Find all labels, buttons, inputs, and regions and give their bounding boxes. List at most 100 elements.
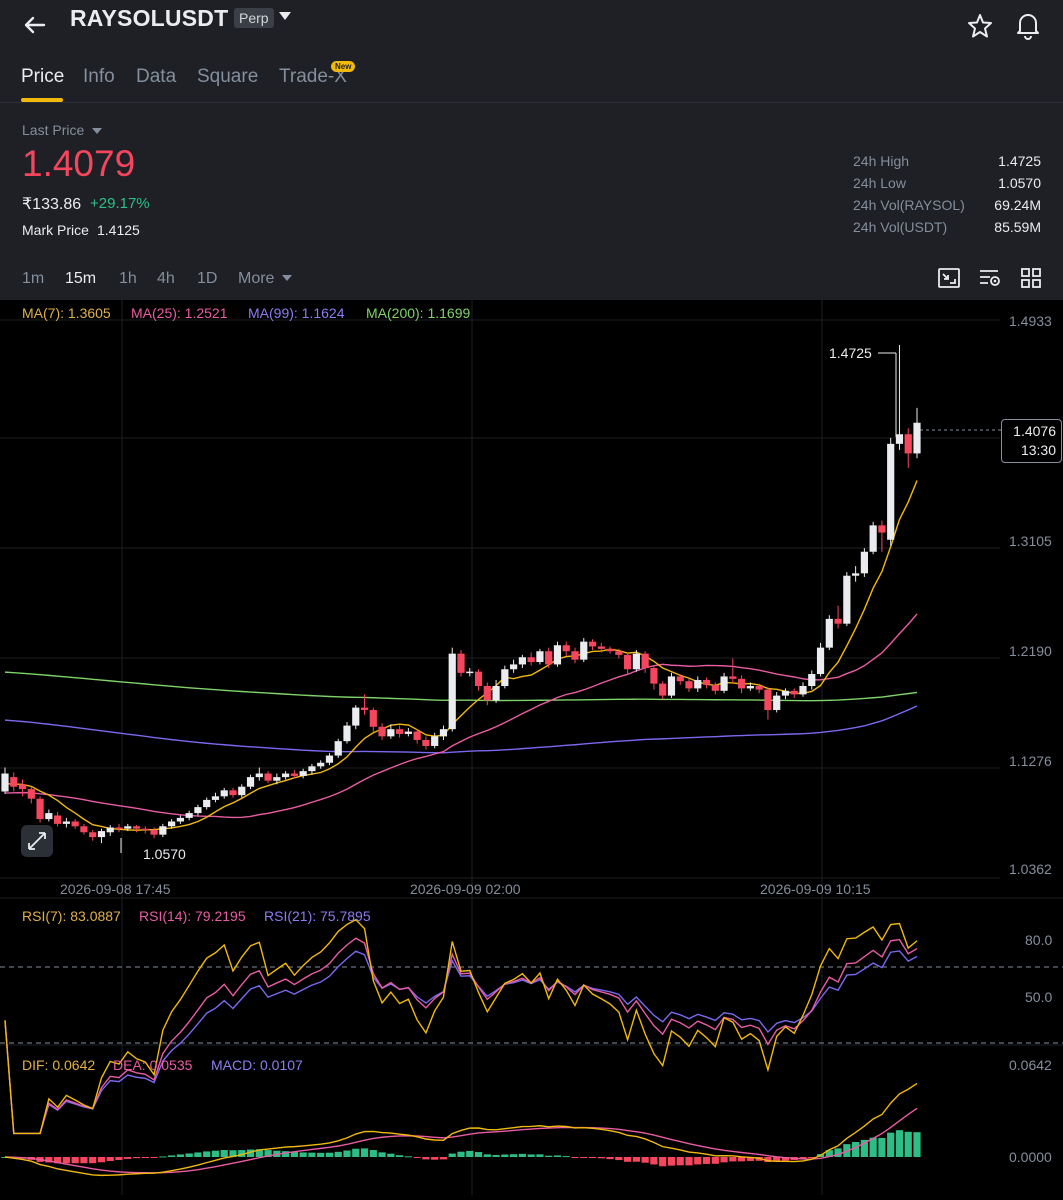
- tab-trade-x[interactable]: Trade-X: [279, 66, 347, 87]
- candle-body: [62, 821, 70, 824]
- macd-bar: [246, 1149, 255, 1157]
- macd-bar: [527, 1154, 535, 1157]
- stat-24h-vol-base-label: 24h Vol(RAYSOL): [853, 197, 965, 213]
- macd-legend: MACD: 0.0107: [211, 1057, 303, 1073]
- dea-legend: DEA: 0.0535: [113, 1057, 193, 1073]
- macd-bar: [194, 1152, 202, 1157]
- candle-body: [185, 813, 193, 818]
- candle-body: [211, 796, 220, 800]
- expand-chart-button[interactable]: [21, 825, 53, 857]
- candle-body: [194, 807, 202, 814]
- candle-body: [483, 686, 491, 701]
- favorite-star-icon[interactable]: [966, 12, 994, 40]
- macd-bar: [852, 1141, 860, 1157]
- candle-body: [203, 799, 211, 808]
- macd-bar: [150, 1157, 158, 1158]
- candle-body: [150, 829, 158, 835]
- stat-24h-high-value: 1.4725: [998, 153, 1041, 169]
- tab-data[interactable]: Data: [136, 66, 177, 87]
- candle-body: [580, 641, 588, 660]
- current-price-box: 1.4076 13:30: [1001, 419, 1062, 463]
- macd-bar: [869, 1137, 877, 1157]
- stat-24h-low-label: 24h Low: [853, 175, 906, 191]
- timeframe-1h[interactable]: 1h: [119, 270, 137, 287]
- macd-bar: [159, 1156, 167, 1158]
- candle-body: [325, 755, 334, 763]
- macd-bar: [711, 1157, 719, 1164]
- tab-square[interactable]: Square: [197, 66, 259, 87]
- candle-body: [10, 777, 18, 787]
- price-tick: 1.4933: [1009, 313, 1052, 329]
- change-percent: +29.17%: [90, 195, 150, 212]
- back-arrow-icon[interactable]: [20, 10, 50, 40]
- macd-bar: [483, 1154, 491, 1157]
- alert-bell-icon[interactable]: [1014, 10, 1042, 40]
- macd-bar: [746, 1157, 754, 1161]
- candle-body: [852, 573, 860, 576]
- stat-24h-vol-quote-label: 24h Vol(USDT): [853, 219, 948, 235]
- current-price-value: 1.4076: [1013, 423, 1056, 439]
- candle-body: [860, 551, 868, 574]
- macd-bar: [325, 1152, 334, 1157]
- candle-body: [641, 653, 649, 669]
- macd-bar: [799, 1157, 807, 1159]
- price-chart[interactable]: [0, 300, 1063, 1200]
- macd-bar: [168, 1155, 176, 1157]
- macd-bar: [71, 1157, 79, 1164]
- time-tick: 2026-09-08 17:45: [60, 881, 171, 897]
- macd-bar: [466, 1150, 474, 1157]
- macd-bar: [89, 1157, 97, 1164]
- candle-body: [80, 826, 88, 833]
- mark-price-value: 1.4125: [97, 222, 140, 238]
- macd-bar: [431, 1157, 439, 1160]
- candle-body: [334, 741, 342, 756]
- timeframe-1d[interactable]: 1D: [197, 270, 218, 287]
- macd-tick: 0.0000: [1009, 1149, 1052, 1165]
- candle-body: [422, 739, 430, 746]
- candle-body: [887, 443, 895, 540]
- candle-body: [387, 729, 395, 737]
- macd-bar: [694, 1157, 702, 1165]
- macd-bar: [387, 1153, 395, 1157]
- symbol-dropdown-icon[interactable]: [279, 12, 291, 20]
- timeframe-4h[interactable]: 4h: [157, 270, 175, 287]
- rsi-tick: 80.0: [1025, 932, 1053, 948]
- macd-bar: [106, 1157, 114, 1162]
- candle-body: [308, 766, 316, 772]
- candle-body: [378, 726, 386, 737]
- candle-body: [141, 828, 149, 831]
- candle-body: [720, 676, 728, 691]
- macd-bar: [369, 1150, 377, 1157]
- symbol-title[interactable]: RAYSOLUSDT: [70, 5, 229, 31]
- candle-countdown: 13:30: [1020, 442, 1056, 458]
- tab-price[interactable]: Price: [21, 66, 65, 87]
- time-tick: 2026-09-09 02:00: [410, 881, 521, 897]
- indicator-settings-icon[interactable]: [978, 266, 1002, 290]
- macd-bar: [299, 1152, 307, 1157]
- candle-body: [466, 671, 474, 674]
- timeframe-1m[interactable]: 1m: [22, 270, 45, 287]
- macd-bar: [729, 1157, 737, 1162]
- last-price-dropdown-icon[interactable]: [92, 128, 102, 134]
- layout-grid-icon[interactable]: [1019, 266, 1043, 290]
- macd-panel: [1, 1082, 921, 1177]
- more-dropdown-icon[interactable]: [282, 275, 292, 281]
- candle-body: [746, 686, 754, 689]
- candle-body: [843, 575, 851, 624]
- low-annotation: 1.0570: [143, 846, 186, 862]
- macd-bar: [518, 1153, 526, 1157]
- dif-line: [4, 1082, 918, 1177]
- macd-bar: [80, 1157, 88, 1164]
- last-price-label[interactable]: Last Price: [22, 122, 85, 138]
- macd-bar: [457, 1151, 465, 1157]
- candle-body: [18, 784, 27, 790]
- chart-type-icon[interactable]: [937, 266, 961, 290]
- macd-bar: [632, 1157, 640, 1162]
- macd-bar: [878, 1137, 886, 1157]
- macd-bar: [422, 1157, 430, 1160]
- candle-body: [536, 651, 544, 663]
- timeframe-15m[interactable]: 15m: [65, 270, 97, 287]
- timeframe-more[interactable]: More: [238, 270, 275, 287]
- tab-info[interactable]: Info: [83, 66, 115, 87]
- candle-body: [869, 525, 877, 552]
